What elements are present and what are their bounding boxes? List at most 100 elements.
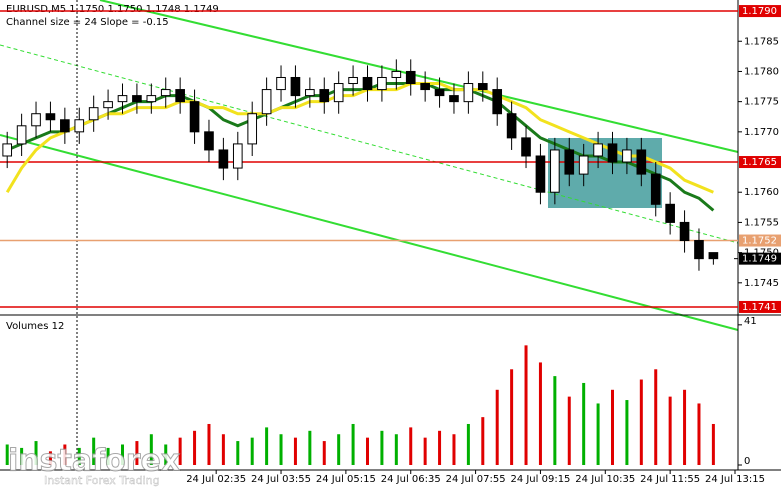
- candle-body: [305, 89, 315, 97]
- candle-body: [189, 101, 200, 133]
- volume-bar: [221, 434, 225, 465]
- level-tag: [739, 5, 781, 18]
- channel-upper: [99, 0, 739, 153]
- watermark-tagline: Instant Forex Trading: [44, 474, 160, 487]
- chart-subtitle: Channel size = 24 Slope = -0.15: [6, 17, 169, 28]
- volume-bar: [683, 389, 687, 465]
- volume-bar: [625, 400, 629, 465]
- candle-body: [550, 149, 560, 193]
- candle-body: [622, 149, 632, 163]
- volume-bar: [265, 427, 269, 465]
- candle-body: [333, 83, 344, 103]
- candle-body: [175, 89, 185, 103]
- candle-body: [535, 155, 546, 193]
- v-tick-label: 41: [744, 316, 757, 327]
- candle-body: [16, 125, 27, 145]
- candle-body: [60, 119, 70, 133]
- candle-body: [261, 89, 272, 115]
- volume-bar: [34, 441, 38, 465]
- candle-body: [477, 83, 488, 91]
- volume-bar: [495, 389, 499, 465]
- level-label: 1.1790: [742, 6, 777, 17]
- volume-bar: [149, 434, 153, 465]
- level-label: 1.1752: [742, 236, 777, 247]
- volume-bar: [423, 437, 427, 465]
- y-tick-label: 1.1760: [744, 187, 779, 198]
- last-price-tag: [739, 252, 781, 265]
- volume-bar: [611, 389, 614, 465]
- candle-body: [204, 131, 214, 151]
- candle-body: [88, 107, 99, 121]
- candle-body: [506, 113, 517, 139]
- candle-body: [708, 252, 719, 260]
- volume-bar: [135, 441, 139, 465]
- candle-body: [593, 143, 603, 157]
- moving-average: [5, 82, 714, 194]
- candle-body: [146, 95, 157, 103]
- candle-body: [694, 240, 704, 260]
- volume-bar: [250, 437, 254, 465]
- candle-body: [232, 143, 243, 169]
- v-tick-label: 0: [744, 456, 750, 467]
- x-tick-label: 24 Jul 05:15: [316, 474, 376, 485]
- y-tick-label: 1.1785: [744, 36, 779, 47]
- x-tick-label: 24 Jul 06:35: [381, 474, 441, 485]
- level-tag: [739, 300, 781, 313]
- volume-bar: [668, 396, 672, 465]
- volume-bar: [48, 451, 52, 465]
- volume-bar: [380, 430, 384, 465]
- volume-bar: [452, 434, 456, 465]
- candle-body: [276, 76, 286, 91]
- candle-body: [74, 119, 85, 133]
- candle-body: [103, 101, 113, 109]
- volume-bar: [409, 427, 413, 465]
- channel-mid: [0, 44, 739, 244]
- volume-bar: [207, 423, 211, 465]
- candle-body: [449, 95, 459, 103]
- y-tick-label: 1.1745: [744, 278, 779, 289]
- candle-body: [117, 95, 128, 103]
- chart-title: EURUSD,M5 1.1750 1.1750 1.1748 1.1749: [6, 4, 219, 15]
- candle-body: [607, 143, 618, 163]
- volume-bar: [711, 423, 715, 465]
- candle-body: [348, 76, 358, 85]
- candle-body: [636, 149, 647, 175]
- volume-bar: [106, 447, 110, 465]
- candle-body: [650, 173, 661, 205]
- y-tick-label: 1.1780: [744, 66, 779, 77]
- candle-body: [290, 76, 301, 97]
- level-label: 1.1741: [742, 302, 777, 313]
- volume-bar: [481, 417, 485, 465]
- volume-bar: [524, 345, 528, 465]
- candle-body: [463, 83, 474, 103]
- volume-bar: [121, 444, 124, 465]
- y-tick-label: 1.1770: [744, 127, 779, 138]
- x-tick-label: 24 Jul 03:55: [251, 474, 311, 485]
- volume-bar: [697, 403, 701, 465]
- candle-body: [2, 143, 13, 157]
- volume-bar: [92, 437, 96, 465]
- volume-bar: [639, 379, 643, 465]
- candle-body: [420, 83, 430, 91]
- volume-bar: [236, 441, 240, 465]
- volume-bar: [77, 447, 81, 465]
- volume-bar: [308, 430, 312, 465]
- volume-bar: [20, 447, 24, 465]
- candle-body: [521, 137, 531, 157]
- level-tag: [739, 156, 781, 169]
- candle-body: [319, 89, 330, 103]
- x-tick-label: 24 Jul 09:15: [510, 474, 570, 485]
- x-tick-label: 24 Jul 07:55: [446, 474, 506, 485]
- candle-body: [665, 203, 675, 223]
- volume-title: Volumes 12: [6, 321, 64, 332]
- volume-bar: [567, 396, 571, 465]
- x-tick-label: 24 Jul 02:35: [186, 474, 246, 485]
- candle-body: [362, 76, 373, 91]
- volume-bar: [582, 382, 586, 465]
- candle-body: [377, 76, 387, 91]
- volume-bar: [596, 403, 600, 465]
- y-tick-label: 1.1755: [744, 217, 779, 228]
- level-label: 1.1765: [742, 157, 777, 168]
- candle-body: [492, 89, 503, 115]
